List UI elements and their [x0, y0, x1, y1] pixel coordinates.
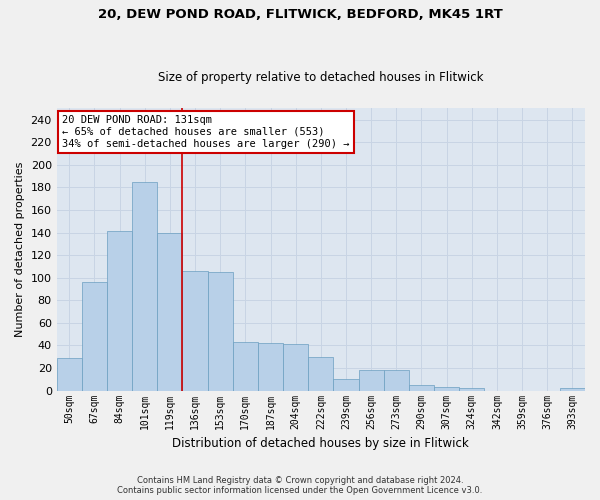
Bar	[157, 232, 182, 390]
Text: 20, DEW POND ROAD, FLITWICK, BEDFORD, MK45 1RT: 20, DEW POND ROAD, FLITWICK, BEDFORD, MK…	[98, 8, 502, 20]
Bar	[308, 357, 334, 390]
Text: 20 DEW POND ROAD: 131sqm
← 65% of detached houses are smaller (553)
34% of semi-: 20 DEW POND ROAD: 131sqm ← 65% of detach…	[62, 116, 349, 148]
Bar	[56, 358, 82, 390]
Bar	[132, 182, 157, 390]
X-axis label: Distribution of detached houses by size in Flitwick: Distribution of detached houses by size …	[172, 437, 469, 450]
Bar	[384, 370, 409, 390]
Bar	[434, 388, 459, 390]
Bar	[359, 370, 384, 390]
Bar	[334, 380, 359, 390]
Bar	[182, 271, 208, 390]
Bar	[233, 342, 258, 390]
Text: Contains HM Land Registry data © Crown copyright and database right 2024.
Contai: Contains HM Land Registry data © Crown c…	[118, 476, 482, 495]
Bar	[409, 385, 434, 390]
Bar	[560, 388, 585, 390]
Bar	[208, 272, 233, 390]
Bar	[283, 344, 308, 391]
Bar	[459, 388, 484, 390]
Bar	[258, 343, 283, 390]
Bar	[82, 282, 107, 391]
Y-axis label: Number of detached properties: Number of detached properties	[15, 162, 25, 337]
Bar	[107, 232, 132, 390]
Title: Size of property relative to detached houses in Flitwick: Size of property relative to detached ho…	[158, 70, 484, 84]
